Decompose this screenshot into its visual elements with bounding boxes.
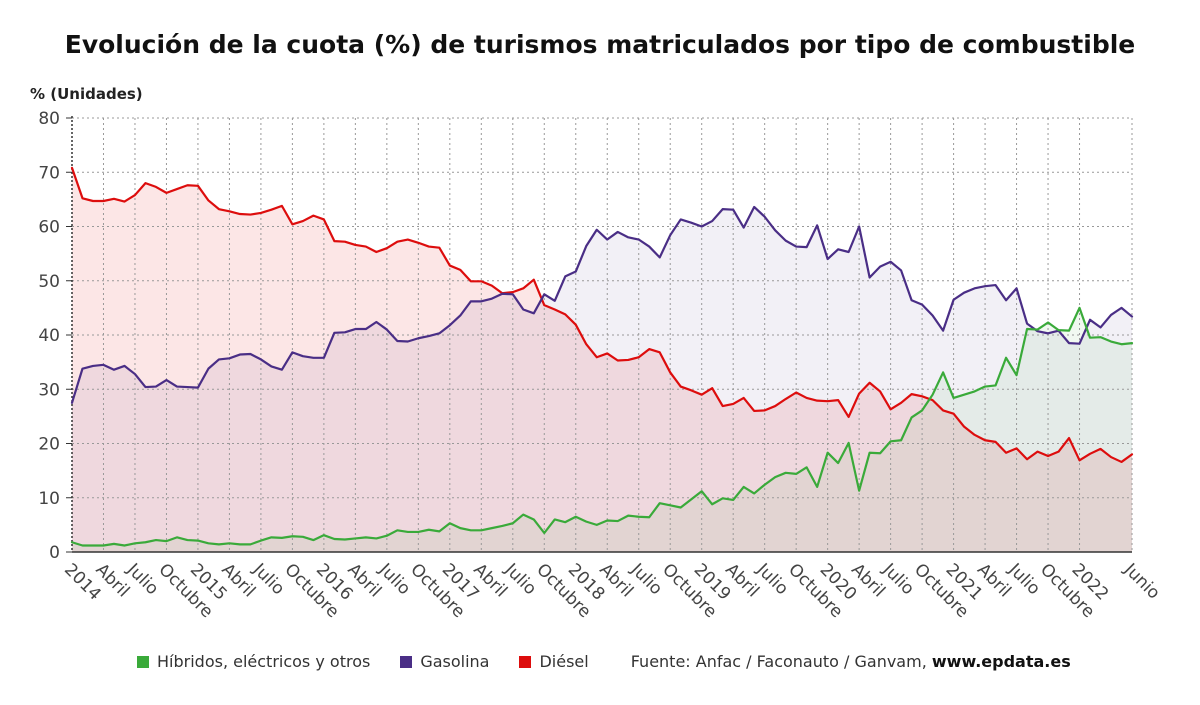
x-tick-label: Julio <box>374 559 414 599</box>
x-tick-label: Junio <box>1119 559 1163 603</box>
legend-item-hibridos[interactable]: Híbridos, eléctricos y otros <box>137 652 370 671</box>
y-tick-label: 40 <box>38 326 60 346</box>
source-note: Fuente: Anfac / Faconauto / Ganvam, www.… <box>631 652 1071 671</box>
series-line-hibridos <box>70 306 1134 547</box>
y-tick-label: 30 <box>38 380 60 400</box>
x-tick-label: Julio <box>626 559 666 599</box>
legend-swatch-diesel <box>519 655 532 668</box>
y-tick-label: 60 <box>38 218 60 238</box>
y-tick-label: 70 <box>38 163 60 183</box>
area-diesel <box>72 167 1132 552</box>
y-tick-label: 10 <box>38 489 60 509</box>
legend-label-hibridos: Híbridos, eléctricos y otros <box>157 652 371 671</box>
y-tick-label: 0 <box>49 543 60 563</box>
axes <box>71 116 1132 553</box>
source-site[interactable]: www.epdata.es <box>931 652 1071 671</box>
legend-swatch-hibridos <box>137 655 149 668</box>
series-areas <box>72 167 1132 552</box>
series-line-gasolina <box>70 205 1134 404</box>
legend-swatch-gasolina <box>400 655 413 668</box>
x-tick-label: Julio <box>500 559 540 599</box>
x-tick-label: Julio <box>878 559 918 599</box>
source-prefix: Fuente: Anfac / Faconauto / Ganvam, <box>630 652 927 671</box>
x-tick-label: Julio <box>752 559 792 599</box>
area-hibridos <box>72 307 1132 552</box>
y-tick-label: 80 <box>38 109 60 129</box>
y-tick-labels: 0 10 20 30 40 50 60 70 80 <box>38 109 72 563</box>
x-tick-label: Julio <box>248 559 288 599</box>
y-tick-label: 20 <box>38 435 60 455</box>
legend-label-gasolina: Gasolina <box>420 652 490 671</box>
legend-item-gasolina[interactable]: Gasolina <box>400 652 489 671</box>
y-axis-unit-label: % (Unidades) <box>30 85 143 103</box>
gridlines <box>72 117 1133 552</box>
series-lines <box>70 166 1134 547</box>
x-tick-label: Julio <box>122 559 162 599</box>
x-tick-label: Julio <box>1004 559 1044 599</box>
series-line-diesel <box>70 166 1134 464</box>
legend-item-diesel[interactable]: Diésel <box>519 652 589 671</box>
x-tick-labels: 2014AbrilJulioOctubre2015AbrilJulioOctub… <box>60 559 1164 622</box>
chart-title: Evolución de la cuota (%) de turismos ma… <box>64 30 1136 59</box>
y-tick-label: 50 <box>38 272 60 292</box>
legend-label-diesel: Diésel <box>539 652 589 671</box>
legend: Híbridos, eléctricos y otros Gasolina Di… <box>137 652 1071 671</box>
